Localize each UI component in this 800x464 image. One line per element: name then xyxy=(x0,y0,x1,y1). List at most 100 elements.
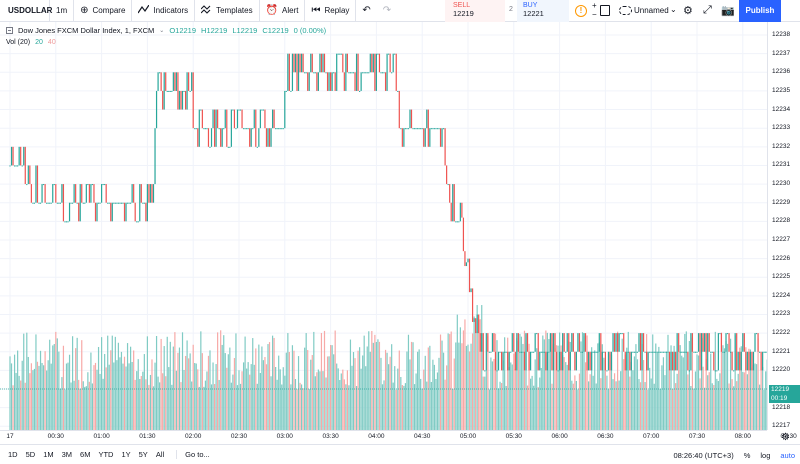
volume-bar xyxy=(458,342,460,430)
time-tick-label: 02:30 xyxy=(230,433,248,440)
compare-button[interactable]: ⊕ Compare xyxy=(74,0,133,22)
redo-button[interactable]: ↷ xyxy=(377,0,397,22)
candle xyxy=(29,165,31,185)
range-button[interactable]: 1D xyxy=(8,450,18,459)
price-tick-label: 12233 xyxy=(772,124,791,132)
volume-bar xyxy=(116,360,118,430)
candle xyxy=(639,333,642,371)
volume-bar xyxy=(601,344,603,430)
legend-change: 0 (0.00%) xyxy=(293,26,327,35)
volume-bar xyxy=(130,346,132,430)
volume-bar xyxy=(188,358,190,430)
price-tick-label: 12220 xyxy=(772,366,791,374)
volume-bar xyxy=(739,347,741,430)
range-button[interactable]: 5D xyxy=(25,450,36,459)
settings-gear-icon[interactable]: ⚙ xyxy=(683,5,693,17)
range-button[interactable]: 1M xyxy=(43,450,54,459)
range-button[interactable]: 5Y xyxy=(138,450,148,459)
buy-button[interactable]: BUY 12221 xyxy=(517,0,569,22)
volume-bar xyxy=(420,378,422,430)
clock-time[interactable]: 08:26:40 (UTC+3) xyxy=(673,450,734,460)
candle xyxy=(736,333,738,371)
range-button[interactable]: YTD xyxy=(98,450,114,459)
range-button[interactable]: 6M xyxy=(80,450,91,459)
candle xyxy=(70,202,72,204)
candle xyxy=(27,165,29,185)
volume-bar xyxy=(218,379,220,430)
indicators-button[interactable]: Indicators xyxy=(132,0,196,22)
candle xyxy=(531,351,533,353)
volume-bar xyxy=(149,374,152,430)
candle xyxy=(345,53,347,91)
volume-bar xyxy=(56,338,58,430)
volume-bar xyxy=(242,362,245,430)
volume-bar xyxy=(762,366,764,430)
volume-bar xyxy=(439,334,442,430)
alert-button[interactable]: ⏰ Alert xyxy=(260,0,306,22)
undo-icon: ↶ xyxy=(362,4,371,16)
go-to-button[interactable]: Go to... xyxy=(176,450,210,459)
candle xyxy=(114,202,116,204)
candle xyxy=(598,333,600,352)
volume-bar xyxy=(516,338,518,430)
volume-bar xyxy=(649,367,651,430)
chevron-down-icon[interactable]: ⌄ xyxy=(670,5,677,14)
range-button[interactable]: 3M xyxy=(61,450,73,459)
time-axis[interactable]: 17 00:30 01:00 01:30 02:00 02:30 03:00 03:30 04:… xyxy=(0,430,797,444)
interval-button[interactable]: 1m xyxy=(50,0,75,22)
candle xyxy=(684,351,686,353)
candle xyxy=(154,128,156,185)
auto-toggle[interactable]: auto xyxy=(780,450,795,460)
volume-bar xyxy=(126,343,129,430)
volume-bar xyxy=(59,388,61,430)
fullscreen-square-icon[interactable] xyxy=(600,5,610,16)
volume-bar xyxy=(746,374,748,430)
volume-bar xyxy=(307,350,309,430)
candle xyxy=(198,109,200,147)
volume-bar xyxy=(624,354,626,430)
volume-bar xyxy=(502,360,504,430)
log-toggle[interactable]: log xyxy=(760,450,771,460)
camera-icon[interactable]: 📷 xyxy=(721,5,735,17)
volume-bar xyxy=(238,370,240,430)
volume-bar xyxy=(215,364,217,430)
volume-bar xyxy=(174,332,176,430)
sell-button[interactable]: SELL 12219 xyxy=(445,0,505,22)
candle xyxy=(749,351,752,371)
candle xyxy=(252,128,254,130)
candle xyxy=(380,72,382,74)
candle xyxy=(607,351,610,371)
volume-bar xyxy=(456,314,458,430)
templates-button[interactable]: Templates xyxy=(195,0,260,22)
fullscreen-expand-icon[interactable]: ⤢ xyxy=(703,4,712,16)
volume-bar xyxy=(345,384,347,430)
info-warning-icon[interactable]: ! xyxy=(575,5,587,17)
candle xyxy=(696,351,698,353)
price-tick-label: 12217 xyxy=(772,422,791,430)
collapse-legend-icon[interactable] xyxy=(6,27,13,34)
volume-bar xyxy=(554,348,556,430)
candle xyxy=(297,53,300,91)
volume-bar xyxy=(537,387,539,430)
candle xyxy=(340,53,342,55)
cloud-save-icon[interactable] xyxy=(619,6,632,15)
range-button[interactable]: 1Y xyxy=(121,450,131,459)
chart-settings-gear-icon[interactable]: ⚙ xyxy=(781,432,790,443)
candle xyxy=(690,333,692,371)
price-axis[interactable]: 12238 12237 12236 12235 12234 12233 12232 12231… xyxy=(767,22,800,430)
layout-name[interactable]: Unnamed xyxy=(634,6,669,15)
candle xyxy=(644,351,646,353)
replay-button[interactable]: ⏮ Replay xyxy=(305,0,357,22)
symbol-search-button[interactable]: USDOLLAR xyxy=(0,0,52,22)
volume-bar xyxy=(401,385,403,430)
percent-toggle[interactable]: % xyxy=(743,450,751,460)
candle xyxy=(507,351,509,371)
range-button[interactable]: All xyxy=(155,450,165,459)
candle xyxy=(435,128,437,130)
chevron-icon[interactable]: ⌄ xyxy=(159,28,165,34)
undo-button[interactable]: ↶ xyxy=(356,0,376,22)
zoom-plus-minus-icon[interactable]: + − xyxy=(592,1,597,19)
volume-bar xyxy=(35,334,37,430)
price-chart[interactable] xyxy=(0,22,767,430)
publish-button[interactable]: Publish xyxy=(739,0,781,22)
